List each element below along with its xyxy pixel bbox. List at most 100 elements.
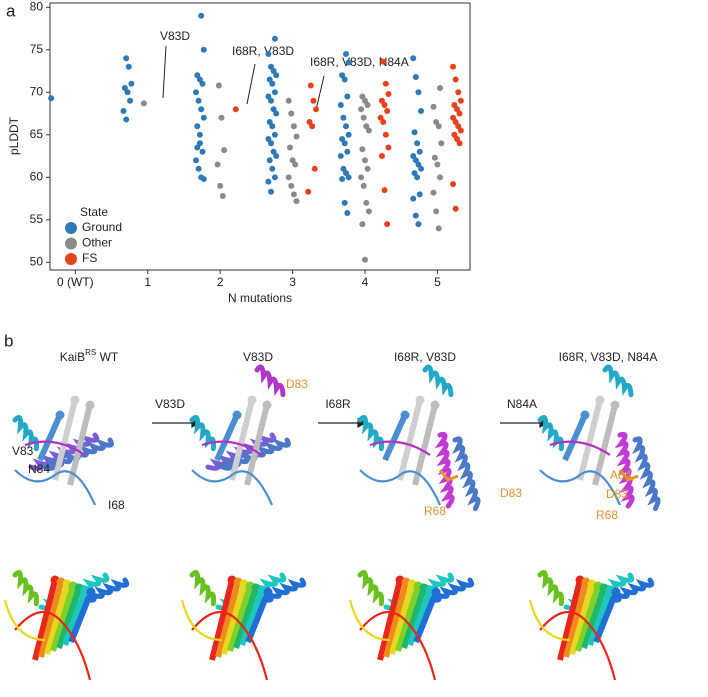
data-point [198,106,205,113]
leader-line [162,45,167,99]
data-point [416,148,423,155]
data-point [271,174,278,181]
strand [581,587,607,649]
strand-tip [86,587,96,597]
data-point [200,176,207,183]
data-point [435,123,442,130]
data-point [293,133,300,140]
helix [537,415,565,452]
data-point [365,208,372,215]
data-point [362,256,368,263]
data-point [452,76,459,83]
legend-label: FS [82,251,97,265]
loop [359,610,437,681]
data-point [384,221,391,228]
loop [3,599,46,642]
data-point [214,161,221,168]
data-point [416,191,423,198]
residue-label: R68 [424,504,446,518]
strand-tip [610,400,620,410]
residue-label: N84 [28,462,50,476]
data-point [415,89,422,96]
data-point [341,199,348,206]
data-point [345,59,352,66]
strand [44,583,70,655]
annotation: I68R, V83D [232,44,294,58]
leader-line [246,63,256,105]
data-point [455,89,462,96]
data-point [196,131,203,138]
data-point [340,114,347,121]
y-tick-label: 55 [30,212,44,226]
strand [377,579,403,661]
data-point [344,148,351,155]
data-point [271,131,278,138]
data-point [273,153,280,160]
loop [191,469,274,506]
data-point [195,165,202,172]
data-point [410,55,417,62]
data-point [450,181,457,188]
data-point [384,107,391,114]
data-point [385,90,392,97]
loop [539,469,622,506]
data-point [412,212,419,219]
data-point [433,208,440,215]
data-point [273,110,280,117]
loop [24,440,86,456]
data-point [194,123,201,130]
strand [37,413,63,462]
strand [577,399,603,481]
data-point [285,97,292,104]
helix [452,436,481,512]
sidechain [618,469,639,482]
data-point [363,199,370,206]
data-point [457,127,464,134]
structure-title: KaiBRS WT [60,348,119,364]
data-point [358,174,365,181]
data-point [232,106,239,113]
loop [201,440,263,456]
data-point [430,103,437,110]
helix [189,570,217,607]
strand [229,399,255,481]
loop [549,440,611,456]
data-point [411,129,418,136]
x-tick-label: 3 [289,275,296,289]
strand [383,581,409,658]
data-point [431,154,438,161]
data-point [362,157,368,164]
leader-line [315,75,325,111]
data-point [195,97,202,104]
panel-label: b [4,331,13,350]
data-point [290,191,297,198]
data-point [268,140,275,147]
data-point [365,127,372,134]
strand [215,581,241,658]
data-point [438,140,445,147]
strand [592,404,618,486]
data-point [123,116,130,123]
legend-marker [65,222,77,234]
y-tick-label: 80 [30,0,44,13]
strand [239,588,265,647]
strand [214,413,240,462]
data-point [269,123,276,130]
data-point [285,174,292,181]
data-point [215,82,222,89]
strand [557,579,583,661]
helix [537,570,565,607]
data-point [341,140,348,147]
data-point [381,187,388,194]
data-point [382,131,389,138]
data-point [290,123,297,130]
data-point [271,89,278,96]
data-point [128,80,135,87]
data-point [360,182,367,189]
y-axis-label: pLDDT [7,116,21,155]
data-point [221,147,228,154]
data-point [364,102,371,109]
plot-frame [49,2,471,271]
data-point [271,35,278,42]
strand [575,585,601,652]
